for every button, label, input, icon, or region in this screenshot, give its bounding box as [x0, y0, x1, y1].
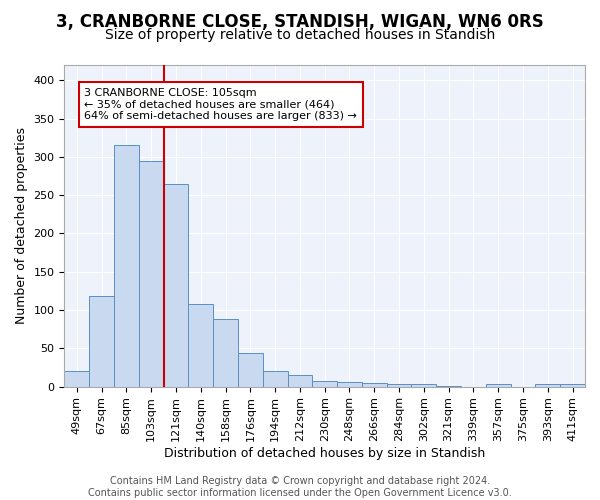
Bar: [164, 184, 188, 386]
Text: Contains HM Land Registry data © Crown copyright and database right 2024.
Contai: Contains HM Land Registry data © Crown c…: [88, 476, 512, 498]
Bar: [412, 384, 436, 386]
Bar: [114, 146, 139, 386]
Bar: [64, 372, 89, 386]
Text: 3 CRANBORNE CLOSE: 105sqm
← 35% of detached houses are smaller (464)
64% of semi: 3 CRANBORNE CLOSE: 105sqm ← 35% of detac…: [84, 88, 357, 121]
Bar: [89, 296, 114, 386]
Bar: [188, 304, 213, 386]
Bar: [337, 382, 362, 386]
Bar: [313, 381, 337, 386]
Bar: [287, 375, 313, 386]
Bar: [535, 384, 560, 386]
Bar: [238, 353, 263, 386]
Bar: [139, 160, 164, 386]
Bar: [560, 384, 585, 386]
Bar: [362, 383, 386, 386]
Bar: [263, 370, 287, 386]
Text: Size of property relative to detached houses in Standish: Size of property relative to detached ho…: [105, 28, 495, 42]
Y-axis label: Number of detached properties: Number of detached properties: [15, 128, 28, 324]
Bar: [386, 384, 412, 386]
Bar: [213, 319, 238, 386]
Text: 3, CRANBORNE CLOSE, STANDISH, WIGAN, WN6 0RS: 3, CRANBORNE CLOSE, STANDISH, WIGAN, WN6…: [56, 12, 544, 30]
Bar: [486, 384, 511, 386]
X-axis label: Distribution of detached houses by size in Standish: Distribution of detached houses by size …: [164, 447, 485, 460]
